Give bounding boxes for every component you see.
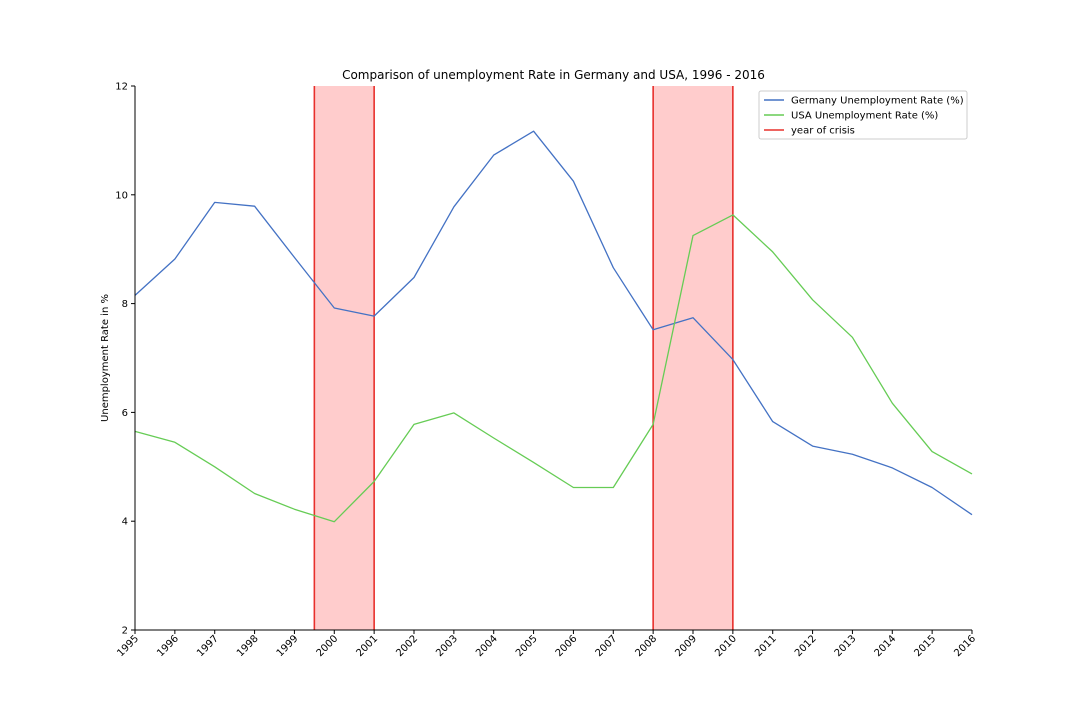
x-tick-label: 2016 bbox=[952, 633, 978, 659]
legend-frame bbox=[758, 90, 968, 140]
x-tick-label: 2004 bbox=[474, 633, 500, 659]
crisis-band-1 bbox=[314, 86, 375, 630]
x-tick-label: 1996 bbox=[155, 633, 181, 659]
axes: 2 4 6 8 10 12 1995 1996 1997 1998 1999 2000 2001 2002… bbox=[115, 82, 978, 660]
x-tick-label: 2009 bbox=[673, 633, 699, 659]
series-line-1 bbox=[134, 130, 973, 516]
x-tick-label: 1995 bbox=[115, 633, 141, 659]
x-tick-label: 2005 bbox=[514, 633, 540, 659]
crisis-band-2 bbox=[653, 86, 733, 630]
legend: Germany Unemployment Rate (%) USA Unemplo… bbox=[758, 90, 968, 140]
x-tick-label: 1997 bbox=[195, 633, 221, 659]
x-tick-label: 2012 bbox=[793, 633, 819, 659]
y-tick-label: 4 bbox=[122, 517, 128, 528]
x-tick-label: 2001 bbox=[354, 633, 380, 659]
y-tick-label: 2 bbox=[122, 626, 128, 637]
x-tick-label: 2003 bbox=[434, 633, 460, 659]
y-axis-label: Unemployment Rate in % bbox=[100, 294, 111, 422]
x-tick-label: 2015 bbox=[912, 633, 938, 659]
chart-title: Comparison of unemployment Rate in Germa… bbox=[342, 68, 765, 82]
y-tick-label: 12 bbox=[115, 82, 128, 93]
series-line-2 bbox=[134, 214, 973, 523]
legend-label-1: Germany Unemployment Rate (%) bbox=[791, 96, 964, 107]
legend-label-2: USA Unemployment Rate (%) bbox=[791, 111, 938, 122]
x-tick-label: 2006 bbox=[554, 633, 580, 659]
x-tick-label: 2013 bbox=[833, 633, 859, 659]
x-tick-label: 2011 bbox=[753, 633, 779, 659]
y-tick-label: 10 bbox=[115, 190, 128, 201]
legend-label-3: year of crisis bbox=[791, 126, 855, 137]
y-tick-label: 6 bbox=[122, 408, 128, 419]
x-tick-label: 2002 bbox=[394, 633, 420, 659]
x-tick-label: 1999 bbox=[275, 633, 301, 659]
x-tick-label: 1998 bbox=[235, 633, 261, 659]
x-tick-label: 2010 bbox=[713, 633, 739, 659]
series-lines bbox=[134, 130, 973, 523]
crisis-bands bbox=[313, 86, 734, 630]
x-tick-label: 2014 bbox=[873, 633, 899, 659]
x-tick-label: 2007 bbox=[594, 633, 620, 659]
x-tick-label: 2008 bbox=[633, 633, 659, 659]
y-tick-label: 8 bbox=[122, 299, 128, 310]
x-tick-label: 2000 bbox=[315, 633, 341, 659]
